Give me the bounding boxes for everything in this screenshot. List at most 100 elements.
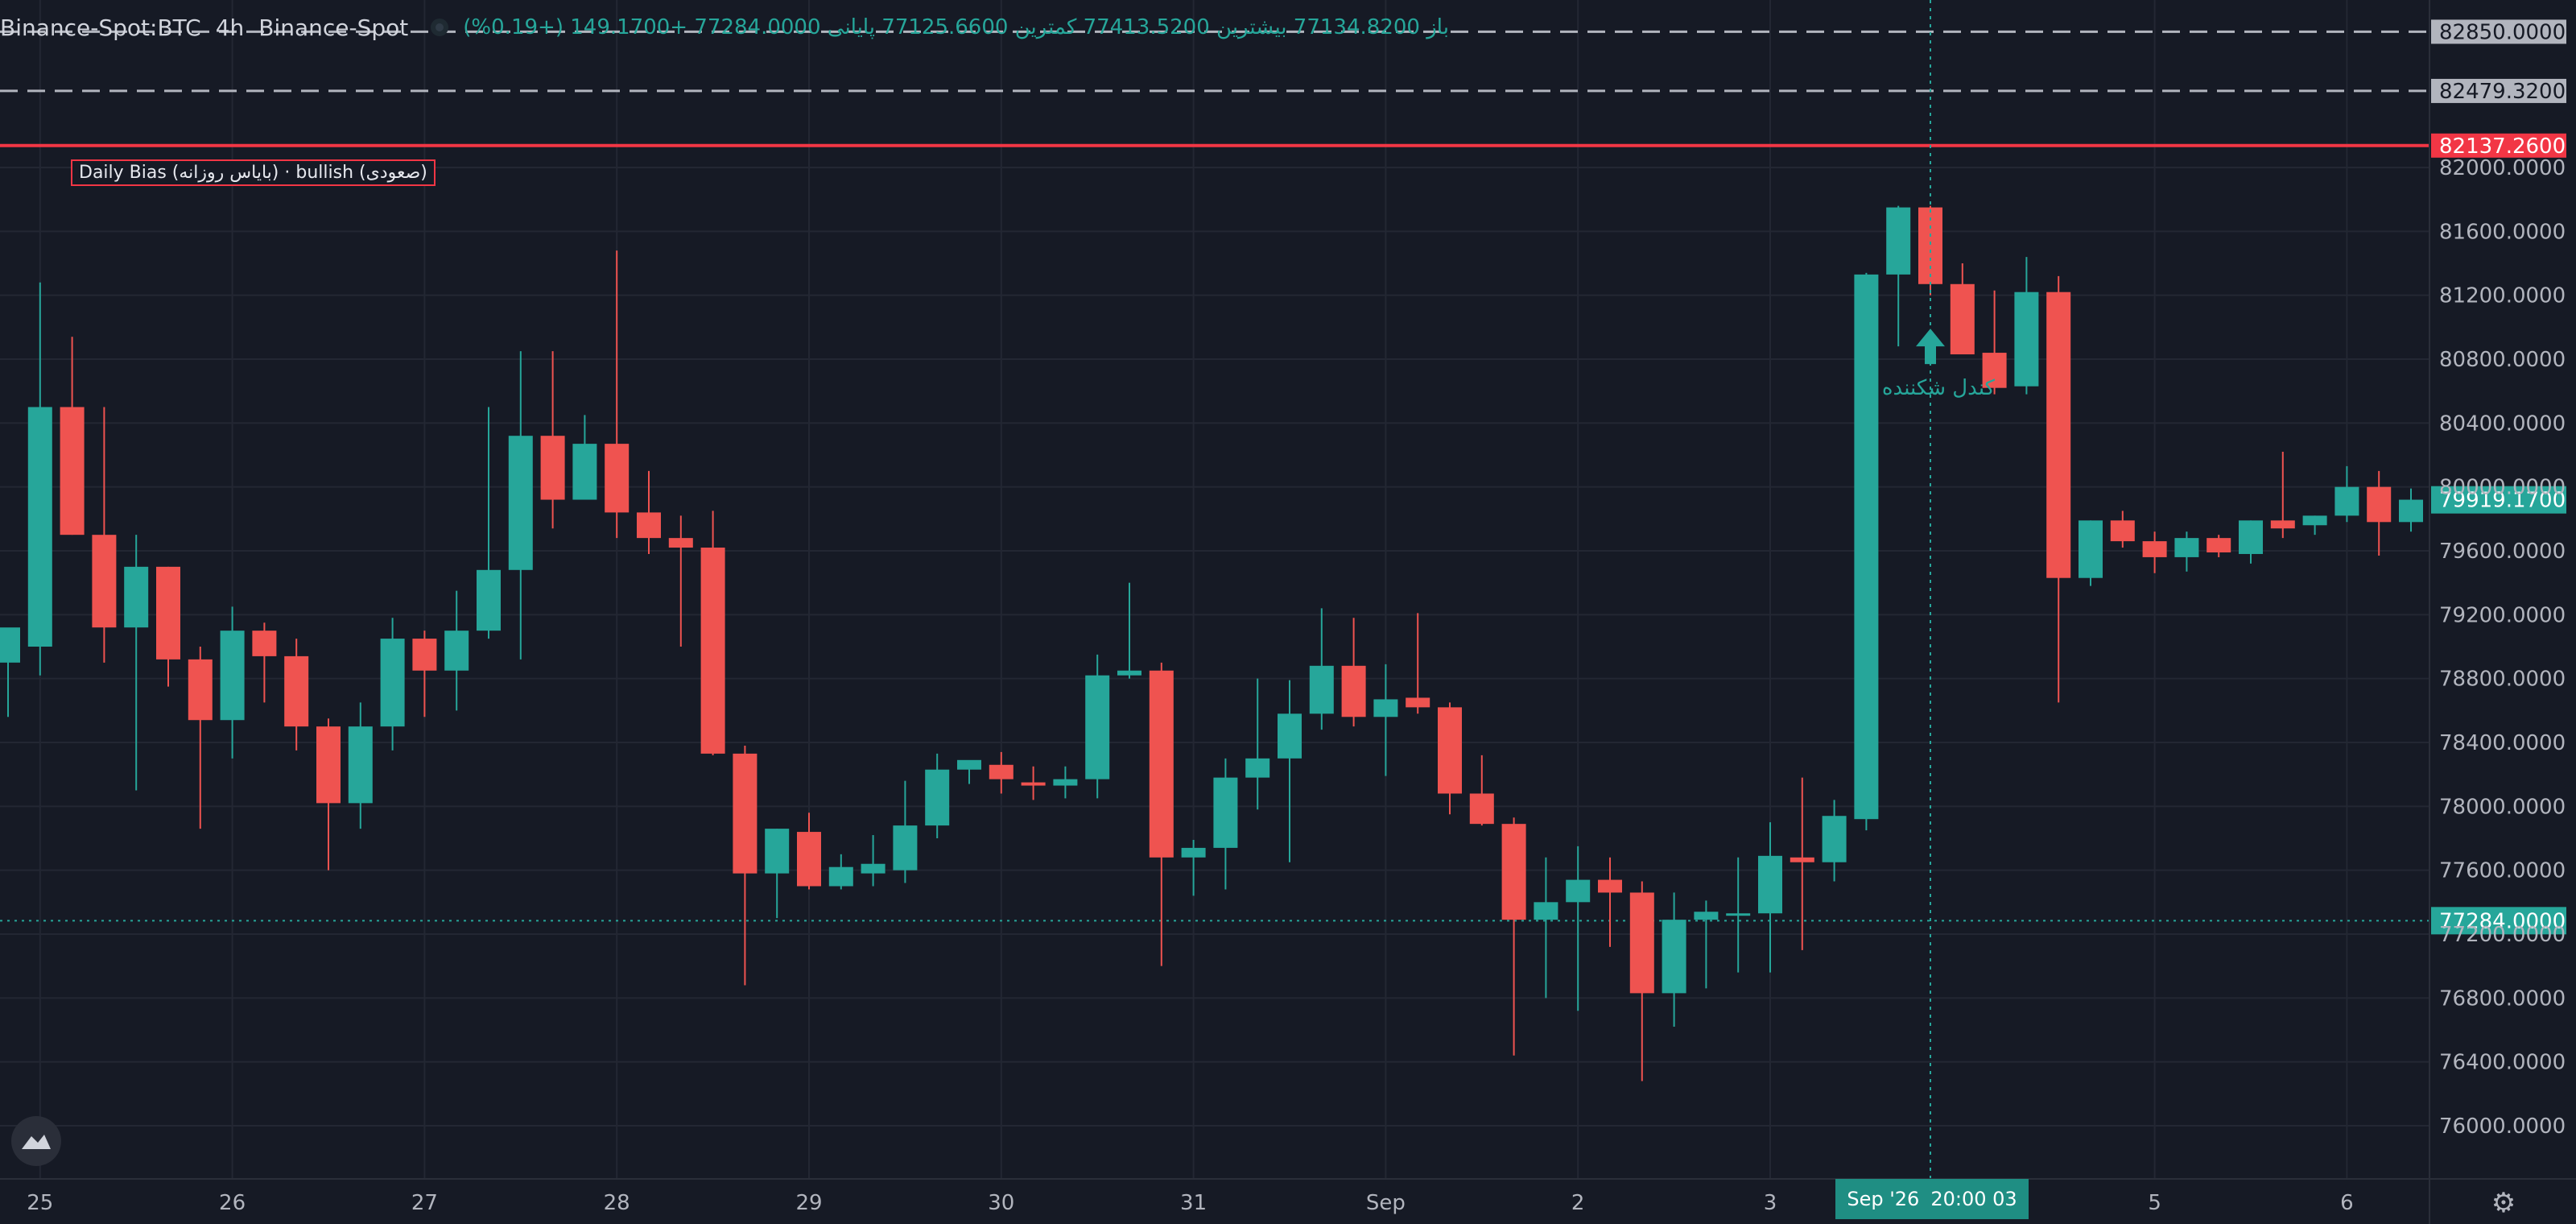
candle-body: [2334, 486, 2359, 516]
tradingview-logo-icon[interactable]: [11, 1116, 61, 1166]
candle-body: [1694, 912, 1719, 920]
candle-body: [92, 535, 117, 628]
candle-body: [1598, 879, 1622, 893]
candle-body: [124, 566, 149, 628]
candle-body: [572, 444, 597, 500]
market-status-icon: [431, 19, 449, 36]
x-tick-label: Sep: [1366, 1191, 1406, 1215]
y-tick-label: 80800.0000: [2439, 348, 2566, 372]
daily-bias-label: Daily Bias (بایاس روزانه) · bullish (صعو…: [71, 159, 436, 186]
candle-body: [957, 759, 981, 770]
candle-body: [1854, 274, 1879, 820]
candle-body: [1662, 920, 1686, 994]
candle-body: [893, 825, 918, 870]
candle-body: [1469, 793, 1494, 825]
candle-body: [2367, 486, 2392, 523]
candle-body: [733, 753, 758, 874]
settings-gear-icon[interactable]: ⚙: [2491, 1187, 2516, 1219]
candle-body: [1341, 665, 1366, 717]
level-label-bg: [2431, 78, 2566, 103]
level-label-bg: [2431, 133, 2566, 158]
candle-body: [1758, 855, 1782, 914]
annotation-label: کندل شکننده: [1882, 376, 1996, 400]
candle-body: [1117, 670, 1141, 676]
candle-body: [1790, 857, 1814, 862]
y-tick-label: 82000.0000: [2439, 156, 2566, 180]
candle-body: [637, 512, 661, 539]
candles: [0, 205, 2423, 1081]
candle-body: [1181, 847, 1206, 858]
arrow-up-icon: [1916, 329, 1945, 365]
y-tick-label: 79600.0000: [2439, 540, 2566, 564]
candle-body: [989, 764, 1013, 779]
price-label-bg: [2431, 486, 2566, 514]
candle-body: [2046, 292, 2071, 578]
candle-body: [2302, 515, 2327, 526]
crosshair-time: 20:00 03: [1930, 1188, 2017, 1210]
x-tick-label: 28: [604, 1191, 630, 1215]
candle-body: [188, 659, 213, 721]
candle-body: [444, 631, 469, 671]
candle-body: [60, 407, 85, 536]
interval-label[interactable]: 4h: [215, 14, 245, 41]
candle-body: [797, 832, 821, 887]
x-tick-label: 27: [411, 1191, 438, 1215]
candle-body: [380, 639, 405, 727]
y-tick-label: 79200.0000: [2439, 603, 2566, 627]
x-tick-label: 3: [1764, 1191, 1777, 1215]
x-tick-label: 30: [988, 1191, 1014, 1215]
candle-body: [2399, 499, 2423, 523]
candle-body: [1501, 824, 1526, 920]
candle-body: [861, 863, 886, 874]
ohlc-legend: Binance-Spot:BTC 4h Binance-Spot باز 771…: [0, 11, 1449, 43]
y-tick-label: 77200.0000: [2439, 923, 2566, 947]
candle-body: [1726, 913, 1751, 916]
horizontal-lines: 82850.0000 82479.3200 82137.2600 79919.1700…: [0, 19, 2566, 935]
y-tick-label: 81200.0000: [2439, 284, 2566, 308]
candle-body: [2270, 520, 2295, 529]
exchange-label: Binance-Spot: [258, 14, 409, 41]
y-tick-label: 76400.0000: [2439, 1051, 2566, 1075]
y-tick-label: 80000.0000: [2439, 476, 2566, 500]
candle-body: [1822, 816, 1847, 862]
y-tick-label: 78400.0000: [2439, 731, 2566, 755]
y-tick-label: 78800.0000: [2439, 668, 2566, 692]
candle-body: [220, 631, 245, 721]
ohlc-values: باز 77134.8200 بیشترین 77413.5200 کمترین…: [463, 15, 1449, 39]
candle-body: [477, 569, 501, 631]
candle-body: [1149, 670, 1174, 858]
y-tick-label: 77600.0000: [2439, 859, 2566, 883]
candle-body: [2239, 520, 2263, 554]
candle-body: [1629, 892, 1654, 994]
candle-body: [1053, 779, 1078, 786]
candle-body: [284, 655, 309, 727]
candle-body: [2142, 541, 2167, 557]
price-label-bg: [2431, 907, 2566, 935]
annotations: کندل شکننده: [1882, 0, 1996, 1179]
price-label: 79919.1700: [2439, 489, 2566, 513]
candle-body: [1950, 283, 1975, 355]
candle-body: [348, 726, 373, 804]
level-label-bg: [2431, 19, 2566, 44]
x-tick-label: 26: [219, 1191, 246, 1215]
candle-body: [1438, 707, 1462, 794]
candle-body: [765, 829, 790, 874]
x-tick-label: 5: [2148, 1191, 2161, 1215]
y-tick-label: 78000.0000: [2439, 795, 2566, 819]
candle-body: [540, 436, 565, 500]
y-tick-label: 81600.0000: [2439, 220, 2566, 244]
x-tick-label: 2: [1571, 1191, 1585, 1215]
crosshair-date: Sep '26: [1847, 1188, 1920, 1210]
candle-body: [1278, 713, 1302, 759]
candle-body: [508, 436, 533, 570]
candle-body: [1021, 782, 1046, 786]
candle-body: [1886, 207, 1911, 275]
candle-body: [1566, 879, 1591, 903]
candle-body: [1213, 777, 1238, 848]
candle-body: [828, 866, 853, 887]
candle-body: [1309, 665, 1334, 714]
symbol-label[interactable]: Binance-Spot:BTC: [0, 14, 201, 41]
candle-body: [2079, 520, 2103, 578]
